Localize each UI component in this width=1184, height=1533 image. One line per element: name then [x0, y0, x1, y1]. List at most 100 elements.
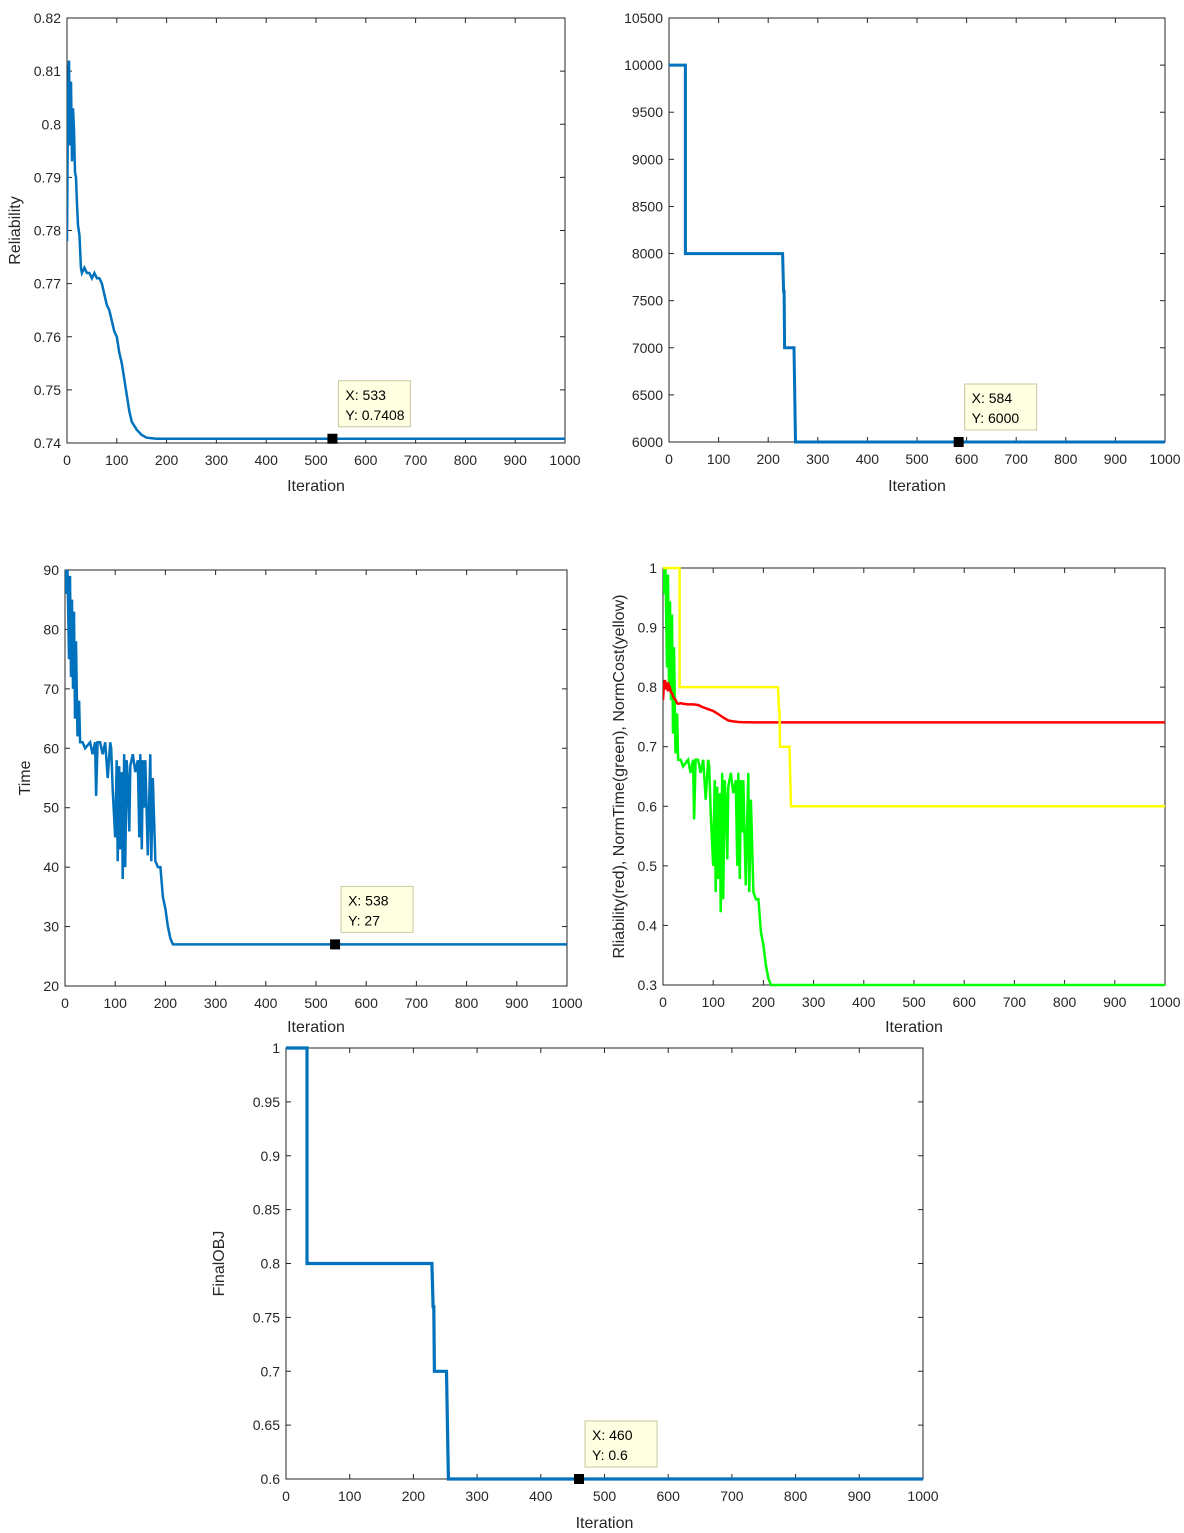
x-tick-label: 100 — [104, 995, 128, 1011]
x-tick-label: 800 — [454, 452, 478, 468]
datatip-marker[interactable] — [574, 1474, 585, 1484]
y-tick-label: 7500 — [632, 293, 663, 309]
y-axis-label: Reliability — [7, 196, 24, 264]
chart-reliability: 0 100 200 300 400 500 600 700 800 900 1000 0.74 0.75… — [7, 10, 581, 495]
y-tick-label: 50 — [43, 800, 59, 816]
x-tick-label: 800 — [1053, 994, 1077, 1010]
x-tick-label: 500 — [593, 1488, 617, 1504]
y-tick-label: 0.82 — [34, 10, 61, 26]
y-tick-label: 0.79 — [34, 169, 61, 185]
x-tick-label: 400 — [856, 451, 880, 467]
x-tick-label: 400 — [254, 995, 278, 1011]
x-tick-label: 700 — [1005, 451, 1029, 467]
x-tick-label: 400 — [852, 994, 876, 1010]
x-tick-label: 1000 — [1149, 451, 1180, 467]
y-tick-label: 1 — [649, 560, 657, 576]
y-tick-label: 7000 — [632, 340, 663, 356]
x-tick-label: 500 — [905, 451, 929, 467]
series-line-0 — [65, 569, 567, 946]
x-tick-label: 0 — [63, 452, 71, 468]
x-axis-label: Iteration — [287, 1019, 345, 1036]
y-tick-label: 0.7 — [638, 739, 658, 755]
datatip-box — [340, 885, 414, 933]
x-tick-label: 200 — [757, 451, 781, 467]
y-tick-label: 9000 — [632, 151, 663, 167]
x-tick-label: 300 — [205, 452, 229, 468]
datatip-y-label: Y: 0.7408 — [345, 407, 404, 423]
x-tick-label: 900 — [505, 995, 529, 1011]
x-tick-label: 1000 — [1149, 994, 1180, 1010]
y-tick-label: 0.75 — [253, 1309, 280, 1325]
x-tick-label: 500 — [304, 995, 328, 1011]
y-tick-label: 0.76 — [34, 329, 61, 345]
x-tick-label: 600 — [657, 1488, 681, 1504]
x-tick-label: 800 — [455, 995, 479, 1011]
x-tick-label: 100 — [338, 1488, 362, 1504]
x-tick-label: 300 — [204, 995, 228, 1011]
x-tick-label: 300 — [802, 994, 826, 1010]
x-tick-label: 100 — [105, 452, 129, 468]
y-tick-label: 70 — [43, 681, 59, 697]
datatip-marker[interactable] — [327, 433, 338, 444]
y-tick-label: 6000 — [632, 434, 663, 450]
y-tick-label: 0.8 — [42, 116, 62, 132]
x-axis-label: Iteration — [576, 1515, 634, 1532]
x-tick-label: 400 — [255, 452, 279, 468]
y-tick-label: 0.65 — [253, 1417, 280, 1433]
x-tick-label: 500 — [304, 452, 328, 468]
datatip-y-label: Y: 27 — [348, 912, 380, 928]
y-tick-label: 0.3 — [638, 977, 658, 993]
y-tick-label: 80 — [43, 621, 59, 637]
y-tick-label: 8500 — [632, 198, 663, 214]
series-line-0 — [286, 1046, 923, 1481]
x-tick-label: 100 — [707, 451, 731, 467]
datatip-box — [584, 1420, 658, 1468]
y-tick-label: 8000 — [632, 246, 663, 262]
datatip-marker[interactable] — [953, 437, 964, 447]
y-tick-label: 40 — [43, 859, 59, 875]
x-tick-label: 900 — [1104, 451, 1128, 467]
y-tick-label: 9500 — [632, 104, 663, 120]
datatip-x-label: X: 460 — [592, 1427, 633, 1443]
series-line-2 — [663, 566, 1165, 808]
y-tick-label: 0.9 — [638, 620, 658, 636]
datatip-x-label: X: 538 — [348, 892, 389, 908]
x-tick-label: 900 — [1103, 994, 1127, 1010]
plot-area — [66, 17, 566, 444]
chart-normalized: 0 100 200 300 400 500 600 700 800 900 1000 0.3 0.4 0.… — [611, 560, 1181, 1036]
y-tick-label: 10000 — [624, 57, 663, 73]
x-tick-label: 1000 — [549, 452, 580, 468]
y-tick-label: 0.8 — [261, 1256, 281, 1272]
chart-cost: 0 100 200 300 400 500 600 700 800 900 1000 6000 6500… — [624, 10, 1181, 495]
y-tick-label: 0.6 — [261, 1471, 281, 1487]
x-tick-label: 0 — [282, 1488, 290, 1504]
datatip-x-label: X: 533 — [345, 387, 386, 403]
y-tick-label: 0.74 — [34, 435, 61, 451]
x-tick-label: 600 — [955, 451, 979, 467]
x-tick-label: 900 — [504, 452, 528, 468]
x-tick-label: 300 — [465, 1488, 489, 1504]
series-line-1 — [663, 679, 1165, 724]
x-tick-label: 0 — [61, 995, 69, 1011]
series-line-0 — [669, 63, 1165, 444]
x-tick-label: 0 — [665, 451, 673, 467]
datatip-x-label: X: 584 — [972, 390, 1013, 406]
x-tick-label: 200 — [155, 452, 179, 468]
plot-area — [668, 17, 1166, 443]
y-tick-label: 1 — [272, 1040, 280, 1056]
chart-finalobj: 0 100 200 300 400 500 600 700 800 900 1000 0.6 0.65 0… — [211, 1040, 939, 1532]
series-line-0 — [663, 567, 1165, 987]
y-tick-label: 0.9 — [261, 1148, 281, 1164]
y-tick-label: 0.95 — [253, 1094, 280, 1110]
datatip-marker[interactable] — [330, 939, 341, 950]
y-tick-label: 0.77 — [34, 276, 61, 292]
x-tick-label: 900 — [848, 1488, 872, 1504]
x-tick-label: 200 — [154, 995, 178, 1011]
y-tick-label: 10500 — [624, 10, 663, 26]
x-tick-label: 600 — [355, 995, 379, 1011]
y-tick-label: 0.7 — [261, 1363, 281, 1379]
x-tick-label: 1000 — [907, 1488, 938, 1504]
y-tick-label: 0.5 — [638, 858, 658, 874]
y-tick-label: 90 — [43, 562, 59, 578]
